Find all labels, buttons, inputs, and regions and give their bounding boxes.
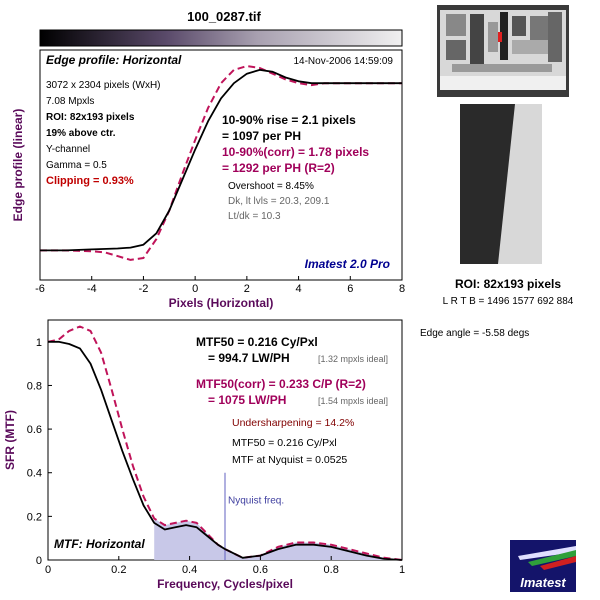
stats-line-1: Dk, lt lvls = 20.3, 209.1 <box>228 196 330 207</box>
gray-gradient-strip <box>39 29 403 47</box>
mtf-x-label: Frequency, Cycles/pixel <box>157 577 293 591</box>
mtf-result-line-5: MTF50 = 0.216 Cy/Pxl <box>232 437 337 449</box>
mtf-measured-line <box>47 340 403 561</box>
edge-profile-x-ticks: -6 -4 -2 0 2 4 6 8 <box>35 276 405 295</box>
info-line-3: 19% above ctr. <box>46 128 116 139</box>
file-title: 100_0287.tif <box>187 9 261 24</box>
overshoot-stats-block: Overshoot = 8.45% Dk, lt lvls = 20.3, 209… <box>228 181 330 222</box>
roi-image <box>460 104 542 264</box>
mtf-result-line-0: MTF50 = 0.216 Cy/Pxl <box>196 335 318 349</box>
mtf-result-line-6: MTF at Nyquist = 0.0525 <box>232 454 347 466</box>
edge-profile-plot-area <box>39 49 403 281</box>
info-line-1: 7.08 Mpxls <box>46 96 94 107</box>
info-line-4: Y-channel <box>46 144 90 155</box>
roi-label: ROI: 82x193 pixels <box>455 277 561 291</box>
mtf-panel-title: MTF: Horizontal <box>54 537 145 551</box>
stats-line-2: Lt/dk = 10.3 <box>228 211 281 222</box>
rise-line-2: 10-90%(corr) = 1.78 pixels <box>222 145 369 159</box>
mtf-y-tick-label: 0 <box>36 555 42 567</box>
info-line-6: Clipping = 0.93% <box>46 175 134 187</box>
mtf-x-tick-label: 0.2 <box>111 564 126 576</box>
rise-line-3: = 1292 per PH (R=2) <box>222 161 335 175</box>
mtf-results-block: MTF50 = 0.216 Cy/Pxl = 994.7 LW/PH [1.32 m… <box>196 335 388 466</box>
mtf-x-tick-label: 0.4 <box>182 564 197 576</box>
edge-profile-chart: Edge profile: Horizontal 14-Nov-2006 14:… <box>11 49 405 310</box>
edge-profile-x-label: Pixels (Horizontal) <box>169 296 274 310</box>
edge-profile-y-label: Edge profile (linear) <box>11 109 25 222</box>
mtf-result-line-2: MTF50(corr) = 0.233 C/P (R=2) <box>196 377 366 391</box>
top-x-tick-label: -6 <box>35 283 45 295</box>
mtf-corrected-line <box>47 325 403 561</box>
top-x-tick-label: 2 <box>244 283 250 295</box>
imatest-brand: Imatest 2.0 Pro <box>305 257 390 271</box>
mtf-y-label: SFR (MTF) <box>3 410 17 470</box>
stats-line-0: Overshoot = 8.45% <box>228 181 314 192</box>
mtf-y-tick-label: 0.8 <box>27 380 42 392</box>
mtf-y-ticks: 0 0.2 0.4 0.6 0.8 1 <box>27 337 52 567</box>
roi-info-block: 3072 x 2304 pixels (WxH) 7.08 Mpxls ROI: 8… <box>46 80 161 187</box>
edge-profile-measured-line <box>39 69 403 252</box>
rise-line-0: 10-90% rise = 2.1 pixels <box>222 113 356 127</box>
nyquist-label: Nyquist freq. <box>228 495 284 506</box>
mtf-x-tick-label: 0 <box>45 564 51 576</box>
top-x-tick-label: 4 <box>296 283 302 295</box>
top-x-tick-label: -4 <box>87 283 97 295</box>
mtf-corrected-curve <box>47 325 403 561</box>
info-line-0: 3072 x 2304 pixels (WxH) <box>46 80 161 91</box>
rise-line-1: = 1097 per PH <box>222 129 301 143</box>
mtf-x-tick-label: 0.8 <box>324 564 339 576</box>
mtf-x-ticks: 0 0.2 0.4 0.6 0.8 1 <box>45 556 405 576</box>
mtf-ideal-note-3: [1.54 mpxls ideal] <box>318 396 388 406</box>
mtf-measured-curve <box>48 340 403 561</box>
side-panel: ROI: 82x193 pixels L R T B = 1496 1577 6… <box>420 5 576 592</box>
top-x-tick-label: 8 <box>399 283 405 295</box>
mtf-x-tick-label: 0.6 <box>253 564 268 576</box>
mtf-ideal-note-1: [1.32 mpxls ideal] <box>318 354 388 364</box>
mtf-result-line-4: Undersharpening = 14.2% <box>232 417 354 429</box>
top-x-tick-label: 6 <box>347 283 353 295</box>
mtf-y-tick-label: 1 <box>36 337 42 349</box>
mtf-chart: Nyquist freq. MTF50 = 0.216 Cy/Pxl = 994.… <box>3 319 405 591</box>
mtf-result-line-3: = 1075 LW/PH <box>208 393 286 407</box>
test-chart-thumbnail <box>437 5 569 97</box>
mtf-y-tick-label: 0.2 <box>27 511 42 523</box>
edge-corrected-curve <box>40 65 402 261</box>
top-x-tick-label: 0 <box>192 283 198 295</box>
edge-angle: Edge angle = -5.58 degs <box>420 328 529 339</box>
imatest-logo-text: Imatest <box>520 575 566 590</box>
info-line-2: ROI: 82x193 pixels <box>46 112 135 123</box>
roi-lrtb: L R T B = 1496 1577 692 884 <box>443 296 574 307</box>
edge-profile-date: 14-Nov-2006 14:59:09 <box>293 56 393 67</box>
top-x-tick-label: -2 <box>139 283 149 295</box>
mtf-result-line-1: = 994.7 LW/PH <box>208 351 290 365</box>
mtf-y-tick-label: 0.6 <box>27 424 42 436</box>
info-line-5: Gamma = 0.5 <box>46 160 107 171</box>
edge-profile-panel-title: Edge profile: Horizontal <box>46 53 182 67</box>
mtf-x-tick-label: 1 <box>399 564 405 576</box>
mtf-y-tick-label: 0.4 <box>27 468 42 480</box>
rise-results-block: 10-90% rise = 2.1 pixels = 1097 per PH 10-… <box>222 113 369 175</box>
imatest-logo: Imatest <box>510 540 576 592</box>
